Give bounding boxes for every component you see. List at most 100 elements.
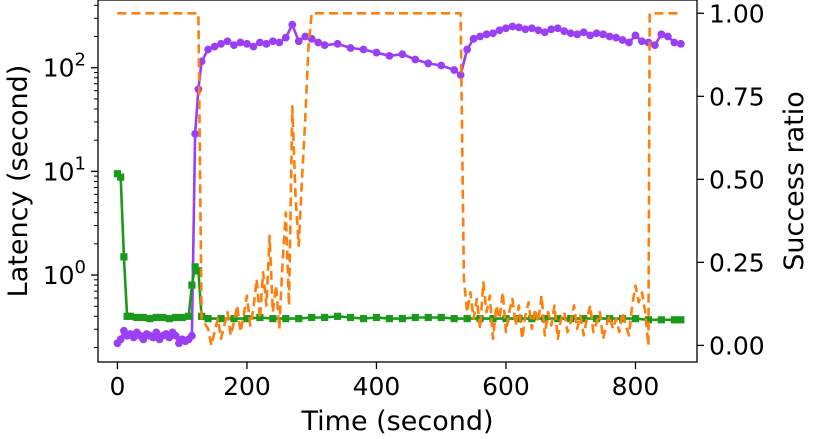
series-1-point: [450, 315, 458, 323]
series-0-point: [521, 25, 530, 34]
left-y-tick-label: 102: [43, 50, 86, 83]
series-0-point: [553, 24, 562, 33]
series-1-point: [243, 315, 251, 323]
series-0-line: [116, 23, 682, 345]
series-1-point: [385, 315, 394, 323]
series-1-point: [191, 263, 199, 271]
series-1-point: [502, 315, 510, 323]
series-0-point: [631, 31, 640, 40]
series-1-point: [256, 313, 264, 322]
series-1-point: [204, 315, 212, 323]
series-0-point: [243, 39, 251, 48]
series-0-point: [346, 44, 355, 52]
series-0-point: [411, 55, 420, 64]
series-0-point: [676, 39, 685, 48]
series-1-point: [424, 313, 432, 322]
right-y-tick-label: 0.75: [709, 82, 765, 111]
series-0-point: [152, 328, 161, 337]
series-0-point: [579, 28, 588, 37]
series-0-point: [314, 38, 323, 47]
right-y-tick-label: 0.50: [709, 165, 765, 194]
series-0-point: [495, 26, 504, 35]
series-0-point: [424, 59, 433, 68]
right-y-tick-label: 0.25: [709, 248, 765, 277]
series-0-point: [450, 66, 459, 74]
series-1-point: [133, 313, 141, 322]
series-0-point: [547, 25, 556, 34]
series-0-point: [359, 45, 368, 54]
series-0-point: [651, 41, 659, 50]
axes-layer: 0 200 400 600 800 100 101 102 0.00 0.25 0.50 0.75 1.…: [43, 0, 765, 401]
series-0-point: [385, 52, 394, 60]
series-0-point: [116, 335, 125, 344]
series-0-point: [230, 41, 238, 50]
x-tick-label: 0: [109, 372, 125, 401]
series-0-point: [612, 33, 620, 42]
series-1-point: [437, 313, 445, 322]
series-0-point: [191, 129, 200, 138]
series-0-point: [236, 38, 245, 47]
x-tick-label: 200: [223, 372, 271, 401]
series-0-point: [592, 29, 601, 38]
series-0-point: [275, 38, 284, 47]
series-0-point: [663, 32, 672, 41]
series-0-point: [288, 20, 297, 29]
series-0-point: [268, 37, 277, 46]
series-0-point: [171, 331, 180, 340]
series-1-point: [152, 313, 160, 322]
series-1-point: [334, 312, 342, 320]
series-1-point: [185, 312, 193, 320]
right-y-tick-label: 0.00: [709, 331, 765, 360]
series-1-point: [139, 313, 147, 322]
x-tick-label: 400: [353, 372, 401, 401]
series-0-point: [372, 48, 381, 57]
series-0-point: [625, 38, 633, 47]
series-1-point: [463, 315, 471, 323]
series-0-point: [255, 38, 264, 47]
series-1-point: [117, 173, 125, 181]
series-0-point: [657, 30, 666, 39]
left-y-tick-label: 100: [43, 257, 86, 290]
series-0-point: [605, 32, 614, 41]
series-1-point: [126, 312, 134, 320]
series-1-point: [631, 315, 640, 323]
series-0-point: [463, 45, 472, 54]
series-0-point: [670, 38, 679, 47]
x-axis-label: Time (second): [300, 406, 493, 437]
series-1-point: [677, 316, 685, 324]
series-1-point: [644, 316, 653, 324]
series-1-point: [489, 315, 497, 323]
series-0-point: [573, 30, 582, 39]
series-0-point: [437, 61, 446, 70]
series-0-point: [223, 37, 232, 46]
series-0-point: [638, 37, 646, 46]
series-1-point: [554, 315, 562, 323]
series-1-point: [172, 313, 180, 322]
series-0-point: [560, 27, 569, 36]
series-0-point: [187, 331, 196, 340]
series-0-point: [294, 37, 303, 46]
series-0-point: [333, 39, 342, 48]
series-0-point: [217, 39, 225, 48]
series-1-point: [146, 315, 154, 323]
series-1-point: [188, 281, 196, 289]
series-0-point: [469, 34, 478, 43]
series-0-point: [210, 42, 219, 51]
series-1-point: [308, 313, 316, 322]
series-0-point: [502, 24, 510, 33]
series-1-point: [120, 253, 128, 261]
series-1-point: [217, 315, 225, 323]
series-1-point: [321, 313, 329, 322]
series-1-point: [541, 315, 549, 323]
series-0-point: [515, 23, 523, 32]
series-1-point: [411, 313, 419, 322]
series-0-point: [456, 71, 465, 79]
series-1-point: [670, 316, 678, 324]
series-0-point: [586, 31, 595, 40]
series-0-point: [249, 42, 258, 51]
series-1-point: [282, 315, 290, 323]
series-0-point: [527, 24, 536, 33]
series-1-point: [194, 267, 202, 275]
series-0-point: [320, 41, 329, 50]
